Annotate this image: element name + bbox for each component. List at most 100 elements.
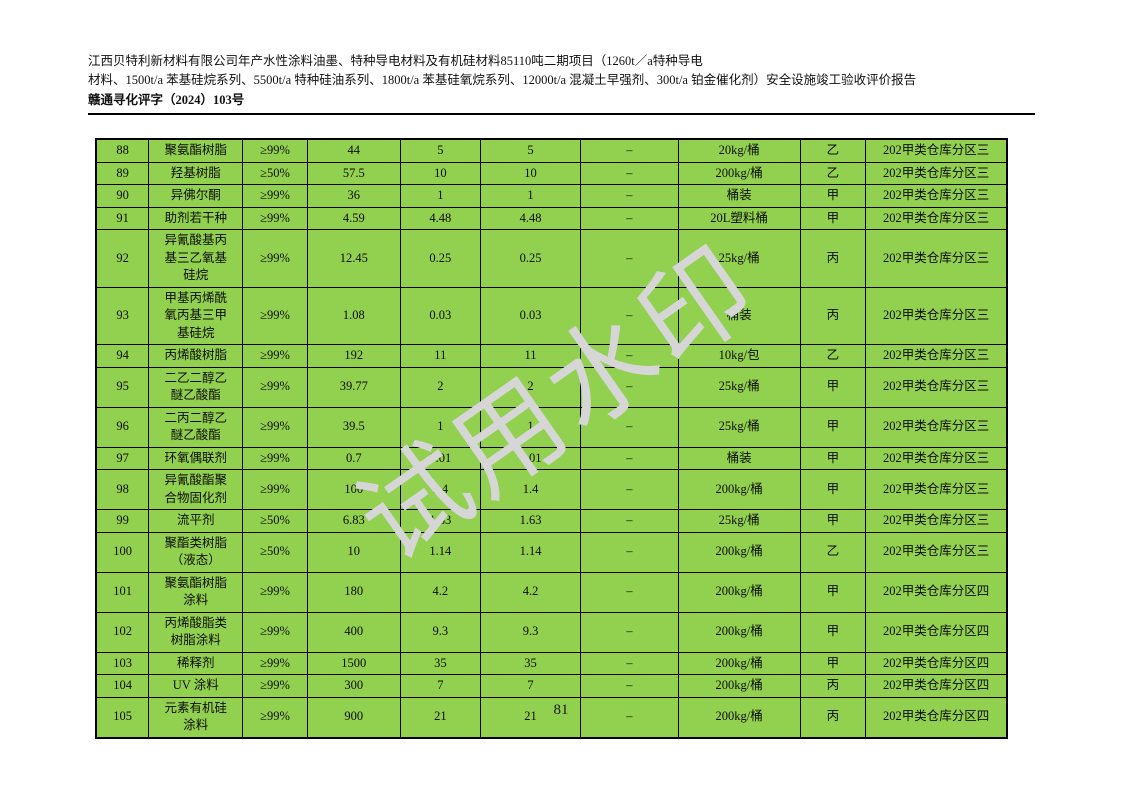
cell-category: 甲 [799,406,867,448]
cell-no: 101 [95,571,150,613]
cell-package: 25kg/桶 [677,366,801,408]
cell-package: 桶装 [677,446,801,470]
cell-qty1: 10 [399,161,481,185]
table-row: 104 UV 涂料 ≥99% 300 7 7–200kg/桶丙 202甲类仓库分区四 [95,674,1008,698]
cell-storage: 39.77 [306,366,401,408]
cell-no: 95 [95,366,150,408]
cell-dash: – [580,366,679,408]
cell-storage: 44 [306,138,401,163]
cell-qty2: 0.03 [479,286,582,345]
cell-qty1: 0.01 [399,446,481,470]
cell-qty2: 5 [479,138,582,163]
cell-package: 桶装 [677,286,801,345]
cell-name: 二乙二醇乙醚乙酸酯 [148,366,244,408]
cell-qty1: 1 [399,406,481,448]
table-row: 88 聚氨酯树脂 ≥99% 44 5 5–20kg/桶乙 202甲类仓库分区三 [95,138,1008,163]
cell-storage: 192 [306,344,401,368]
cell-dash: – [580,161,679,185]
table-row: 89 羟基树脂 ≥50% 57.5 10 10–200kg/桶乙 202甲类仓库分区三 [95,161,1008,185]
cell-dash: – [580,286,679,345]
cell-dash: – [580,611,679,653]
cell-purity: ≥99% [242,611,308,653]
cell-purity: ≥99% [242,406,308,448]
cell-name: 羟基树脂 [148,161,244,185]
cell-category: 乙 [799,531,867,573]
cell-name: 甲基丙烯酰氧丙基三甲基硅烷 [148,286,244,345]
materials-table-body: 88 聚氨酯树脂 ≥99% 44 5 5–20kg/桶乙 202甲类仓库分区三 89 羟基树脂 ≥… [95,138,1008,738]
cell-location: 202甲类仓库分区三 [865,509,1008,533]
cell-qty2: 1.63 [479,509,582,533]
header-line-2: 材料、1500t/a 苯基硅烷系列、5500t/a 特种硅油系列、1800t/a… [88,73,917,88]
cell-no: 105 [95,696,150,738]
cell-name: 聚酯类树脂（液态） [148,531,244,573]
cell-location: 202甲类仓库分区三 [865,446,1008,470]
cell-storage: 39.5 [306,406,401,448]
cell-package: 10kg/包 [677,344,801,368]
cell-name: 稀释剂 [148,651,244,675]
cell-location: 202甲类仓库分区四 [865,611,1008,653]
cell-dash: – [580,531,679,573]
cell-qty2: 0.01 [479,446,582,470]
cell-location: 202甲类仓库分区三 [865,531,1008,573]
cell-category: 甲 [799,446,867,470]
cell-location: 202甲类仓库分区三 [865,161,1008,185]
cell-name: 丙烯酸树脂 [148,344,244,368]
cell-package: 25kg/桶 [677,229,801,288]
cell-package: 200kg/桶 [677,696,801,738]
cell-qty2: 11 [479,344,582,368]
table-row: 95 二乙二醇乙醚乙酸酯 ≥99% 39.77 2 2–25kg/桶甲 202甲类仓库分区三 [95,366,1008,408]
cell-location: 202甲类仓库分区三 [865,138,1008,163]
cell-name: 聚氨酯树脂涂料 [148,571,244,613]
cell-package: 200kg/桶 [677,611,801,653]
table-row: 96 二丙二醇乙醚乙酸酯 ≥99% 39.5 1 1–25kg/桶甲 202甲类仓库分区三 [95,406,1008,448]
cell-category: 甲 [799,366,867,408]
table-row: 101 聚氨酯树脂涂料 ≥99% 180 4.2 4.2–200kg/桶甲 202甲类仓库分… [95,571,1008,613]
cell-purity: ≥99% [242,469,308,510]
cell-purity: ≥99% [242,366,308,408]
cell-qty1: 2 [399,366,481,408]
cell-package: 25kg/桶 [677,406,801,448]
cell-location: 202甲类仓库分区三 [865,229,1008,288]
table-row: 93 甲基丙烯酰氧丙基三甲基硅烷 ≥99% 1.08 0.03 0.03– 桶装丙 202甲类… [95,286,1008,345]
cell-storage: 36 [306,184,401,208]
cell-storage: 6.83 [306,509,401,533]
cell-qty1: 11 [399,344,481,368]
cell-no: 103 [95,651,150,675]
cell-location: 202甲类仓库分区三 [865,286,1008,345]
table-row: 94 丙烯酸树脂 ≥99% 192 11 11–10kg/包乙 202甲类仓库分区三 [95,344,1008,368]
table-row: 98 异氰酸酯聚合物固化剂 ≥99% 100 1.4 1.4–200kg/桶甲 202甲类仓… [95,469,1008,510]
cell-qty2: 1.14 [479,531,582,573]
cell-storage: 100 [306,469,401,510]
cell-package: 200kg/桶 [677,651,801,675]
cell-name: 异佛尔酮 [148,184,244,208]
cell-package: 200kg/桶 [677,161,801,185]
cell-package: 20kg/桶 [677,138,801,163]
materials-table: 88 聚氨酯树脂 ≥99% 44 5 5–20kg/桶乙 202甲类仓库分区三 89 羟基树脂 ≥… [95,138,1008,739]
cell-qty2: 1 [479,406,582,448]
cell-dash: – [580,206,679,230]
cell-location: 202甲类仓库分区三 [865,206,1008,230]
cell-storage: 180 [306,571,401,613]
cell-qty2: 1.4 [479,469,582,510]
cell-qty2: 21 [479,696,582,738]
cell-dash: – [580,674,679,698]
cell-location: 202甲类仓库分区三 [865,366,1008,408]
cell-package: 桶装 [677,184,801,208]
cell-no: 98 [95,469,150,510]
cell-category: 乙 [799,161,867,185]
cell-category: 甲 [799,509,867,533]
cell-name: 聚氨酯树脂 [148,138,244,163]
cell-no: 104 [95,674,150,698]
cell-package: 25kg/桶 [677,509,801,533]
cell-location: 202甲类仓库分区四 [865,651,1008,675]
cell-qty1: 0.25 [399,229,481,288]
cell-no: 92 [95,229,150,288]
cell-qty2: 10 [479,161,582,185]
cell-purity: ≥99% [242,446,308,470]
table-row: 100 聚酯类树脂（液态） ≥50% 10 1.14 1.14–200kg/桶乙 202甲类… [95,531,1008,573]
cell-no: 99 [95,509,150,533]
cell-category: 乙 [799,344,867,368]
cell-name: 二丙二醇乙醚乙酸酯 [148,406,244,448]
cell-package: 200kg/桶 [677,571,801,613]
